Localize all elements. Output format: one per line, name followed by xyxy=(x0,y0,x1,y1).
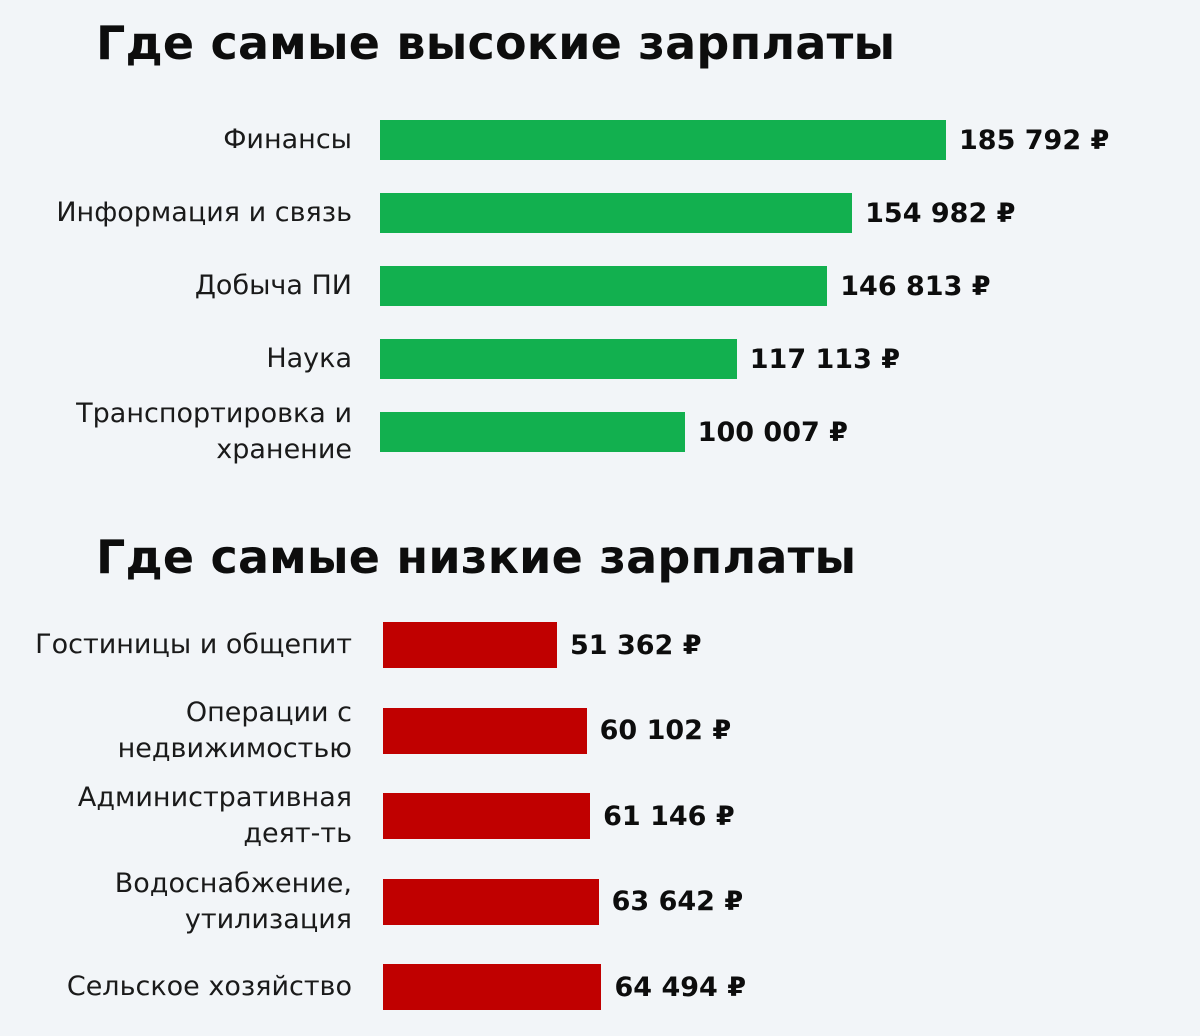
category-label: Финансы xyxy=(223,124,352,155)
bar xyxy=(380,266,828,306)
low-salaries-title: Где самые низкие зарплаты xyxy=(96,530,857,584)
value-label: 63 642 ₽ xyxy=(611,886,744,917)
category-label: Административная деят-ть xyxy=(77,782,352,849)
category-label: Гостиницы и общепит xyxy=(35,629,352,660)
value-label: 117 113 ₽ xyxy=(749,343,901,375)
bar xyxy=(383,622,557,668)
value-label: 51 362 ₽ xyxy=(570,629,702,661)
value-label: 60 102 ₽ xyxy=(599,715,732,746)
value-label: 64 494 ₽ xyxy=(614,971,747,1003)
bar xyxy=(380,339,737,379)
category-label: Сельское хозяйство xyxy=(66,971,352,1002)
bar xyxy=(383,878,599,925)
category-label: Информация и связь xyxy=(56,197,352,228)
bar xyxy=(383,964,602,1010)
value-label: 100 007 ₽ xyxy=(697,416,848,448)
category-label: Водоснабжение, утилизация xyxy=(114,867,352,935)
value-label: 185 792 ₽ xyxy=(959,124,1110,156)
category-label: Наука xyxy=(266,343,352,374)
bar xyxy=(380,120,946,160)
category-label: Операции с недвижимостью xyxy=(117,696,352,764)
category-label: Транспортировка и хранение xyxy=(76,398,352,465)
value-label: 61 146 ₽ xyxy=(603,800,735,832)
high-salaries-title: Где самые высокие зарплаты xyxy=(96,16,896,70)
bar xyxy=(383,793,591,839)
value-label: 154 982 ₽ xyxy=(865,197,1016,229)
bar xyxy=(380,412,685,452)
bar xyxy=(383,707,587,754)
value-label: 146 813 ₽ xyxy=(840,270,991,302)
bar xyxy=(380,193,853,233)
category-label: Добыча ПИ xyxy=(194,270,352,301)
